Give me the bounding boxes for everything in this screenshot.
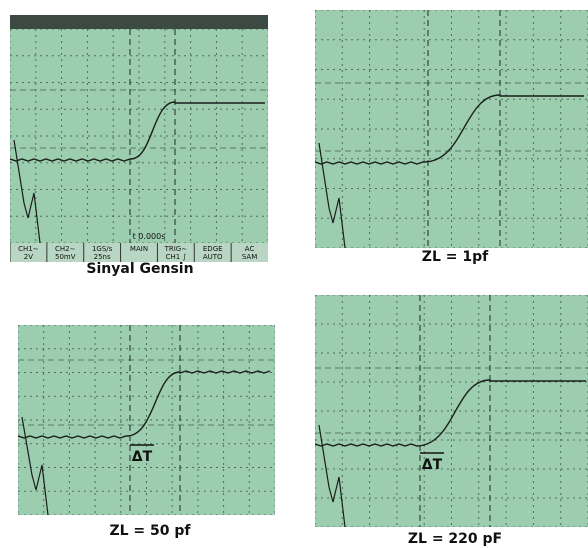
status-text: AC — [245, 245, 255, 253]
waveform — [10, 101, 265, 162]
status-text: CH1∼ — [18, 245, 39, 253]
delta-label: ΔT — [132, 449, 153, 465]
delta-label: ΔT — [422, 457, 443, 473]
spike — [318, 424, 346, 527]
status-text: MAIN — [130, 245, 148, 253]
top-bar — [10, 15, 268, 29]
spike — [21, 416, 49, 515]
spike — [13, 139, 41, 244]
waveform — [18, 370, 271, 439]
waveform — [315, 94, 584, 165]
screen-glow — [315, 10, 588, 248]
caption: ZL = 1pf — [421, 249, 489, 265]
caption: ZL = 50 pf — [109, 523, 191, 539]
status-text: 25ns — [94, 253, 111, 261]
status-text: EDGE — [203, 245, 223, 253]
status-text: 50mV — [55, 253, 76, 261]
status-text: SAM — [242, 253, 257, 261]
status-text: AUTO — [203, 253, 223, 261]
status-text: 1GS/s — [92, 245, 113, 253]
status-text: CH2∼ — [55, 245, 76, 253]
caption: Sinyal Gensin — [86, 261, 194, 277]
waveform — [315, 379, 586, 447]
scope-screen — [315, 10, 588, 248]
scope-screen: ΔT — [18, 325, 275, 515]
status-text: TRIG∼ — [164, 245, 188, 253]
status-text: CH1 ∫ — [166, 253, 187, 261]
status-text: 2V — [24, 253, 33, 261]
spike — [318, 142, 346, 248]
status-bar — [10, 243, 268, 262]
caption: ZL = 220 pF — [407, 531, 503, 547]
scope-screen: ΔT — [315, 295, 588, 527]
trigger-marker: t 0.000s — [133, 232, 166, 241]
